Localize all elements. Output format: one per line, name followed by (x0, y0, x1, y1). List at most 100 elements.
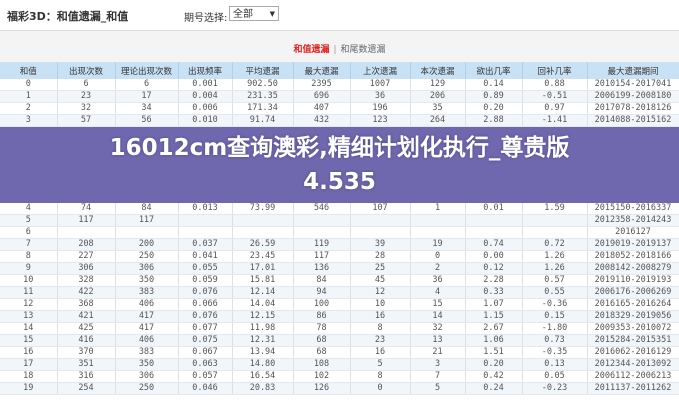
table-cell (178, 226, 233, 239)
table-cell: 0.059 (178, 274, 233, 287)
table-cell (232, 226, 294, 239)
table-cell: 2016165-2016264 (587, 298, 679, 311)
table-cell: 0.42 (465, 370, 523, 383)
table-cell: 12.14 (232, 286, 294, 299)
table-cell: 4 (410, 286, 466, 299)
table-cell: 383 (115, 286, 179, 299)
table-cell: 35 (410, 102, 466, 115)
table-cell: 3 (0, 114, 58, 127)
table-row: 0 6 6 0.001 902.50 2395 1007 129 0.14 0.88 2010154… (0, 79, 679, 91)
banner-text: 16012cm查询澳彩,精细计划化执行_尊贵版 4.535 (0, 127, 679, 203)
table-cell: 78 (293, 322, 351, 335)
table-cell: 5 (0, 214, 58, 227)
table-cell: 0.12 (465, 262, 523, 275)
table-cell: 0.33 (465, 286, 523, 299)
table-cell: 0.076 (178, 310, 233, 323)
table-cell: 0.74 (465, 238, 523, 251)
banner-line-2: 4.535 (303, 169, 376, 195)
table-cell: 2016127 (587, 226, 679, 239)
table-cell: 11 (0, 286, 58, 299)
table-cell: 0.20 (465, 102, 523, 115)
banner-overlay: 16012cm查询澳彩,精细计划化执行_尊贵版 4.535 (0, 126, 679, 203)
table-row: 18 316 306 0.057 16.54 102 8 7 0.42 0.05 2006112-2… (0, 370, 679, 383)
table-cell: 15 (0, 334, 58, 347)
table-cell: 7 (410, 370, 466, 383)
table-cell: 102 (293, 370, 351, 383)
table-cell: 231.35 (232, 90, 294, 103)
table-cell (232, 214, 294, 227)
table-cell: 129 (410, 79, 466, 91)
table-cell: 17 (115, 90, 179, 103)
table-cell: 123 (350, 114, 411, 127)
table-cell: 11.98 (232, 322, 294, 335)
table-cell: 136 (293, 262, 351, 275)
table-cell: 68 (293, 346, 351, 359)
table-cell: 4 (0, 203, 58, 215)
table-cell: 16.54 (232, 370, 294, 383)
table-cell: 36 (350, 90, 411, 103)
tab-tail-omission[interactable]: 和尾数遗漏 (340, 45, 386, 55)
table-cell: 196 (350, 102, 411, 115)
table-cell: 0.20 (465, 358, 523, 371)
table-cell: -0.35 (522, 346, 588, 359)
table-cell: 86 (293, 310, 351, 323)
table-cell: 368 (57, 298, 116, 311)
table-row: 2 32 34 0.006 171.34 407 196 35 0.20 0.97 2017078-… (0, 102, 679, 115)
table-cell: 16 (350, 346, 411, 359)
column-header: 理论出现次数 (115, 62, 179, 79)
table-cell: 2012358-2014243 (587, 214, 679, 227)
table-cell: 383 (115, 346, 179, 359)
table-cell (115, 226, 179, 239)
table-row: 4 74 84 0.013 73.99 546 107 1 0.01 1.59 2015150-20… (0, 203, 679, 215)
column-header: 本次遗漏 (410, 62, 466, 79)
table-cell (410, 214, 466, 227)
table-cell: 0.004 (178, 90, 233, 103)
table-cell: 2.67 (465, 322, 523, 335)
table-cell: 74 (57, 203, 116, 215)
table-cell: 0 (0, 79, 58, 91)
table-cell: 117 (57, 214, 116, 227)
table-cell: 0.067 (178, 346, 233, 359)
table-cell: 2.88 (465, 114, 523, 127)
tab-bar: 和值遗漏 | 和尾数遗漏 (0, 31, 679, 62)
period-select[interactable]: 全部 ▼ (229, 6, 279, 21)
table-cell: 12 (0, 298, 58, 311)
tab-sum-omission[interactable]: 和值遗漏 (293, 45, 330, 55)
period-select-value: 全部 (233, 9, 253, 20)
table-cell: 2009353-2010072 (587, 322, 679, 335)
table-cell: 425 (57, 322, 116, 335)
table-cell: 12.15 (232, 310, 294, 323)
table-cell: 546 (293, 203, 351, 215)
top-bar: 福彩3D：和值遗漏_和值 期号选择: 全部 ▼ (0, 0, 679, 31)
table-cell: 0.57 (522, 274, 588, 287)
table-cell: 306 (115, 370, 179, 383)
table-cell: 6 (0, 226, 58, 239)
table-cell: 0.14 (465, 79, 523, 91)
table-cell: 56 (115, 114, 179, 127)
table-cell: 2 (0, 102, 58, 115)
table-cell (350, 226, 411, 239)
table-cell: 1007 (350, 79, 411, 91)
table-cell: 206 (410, 90, 466, 103)
table-cell: 57 (57, 114, 116, 127)
table-cell: 32 (410, 322, 466, 335)
table-cell: 0.006 (178, 102, 233, 115)
table-cell: 14 (0, 322, 58, 335)
table-cell: 171.34 (232, 102, 294, 115)
table-row: 9 306 306 0.055 17.01 136 25 2 0.12 1.26 2008142-2… (0, 262, 679, 275)
table-cell: 0 (350, 382, 411, 395)
table-row: 3 57 56 0.010 91.74 432 123 264 2.88 -1.41 2014088… (0, 114, 679, 127)
page-title: 福彩3D：和值遗漏_和值 (7, 10, 129, 23)
table-cell: 1.59 (522, 203, 588, 215)
table-row: 5 117 117 2012358-2014243 (0, 214, 679, 227)
table-cell: 32 (57, 102, 116, 115)
table-row: 16 370 383 0.067 13.94 68 16 21 1.51 -0.35 2016062… (0, 346, 679, 359)
table-cell: 84 (293, 274, 351, 287)
table-cell: -1.41 (522, 114, 588, 127)
column-header: 回补几率 (522, 62, 588, 79)
table-row: 13 421 417 0.076 12.15 86 16 14 1.15 0.15 2018329-… (0, 310, 679, 323)
table-cell: 14.04 (232, 298, 294, 311)
table-cell (465, 214, 523, 227)
table-cell: 2017078-2018126 (587, 102, 679, 115)
table-row: 17 351 350 0.063 14.80 108 5 3 0.20 0.13 2012344-2… (0, 358, 679, 371)
